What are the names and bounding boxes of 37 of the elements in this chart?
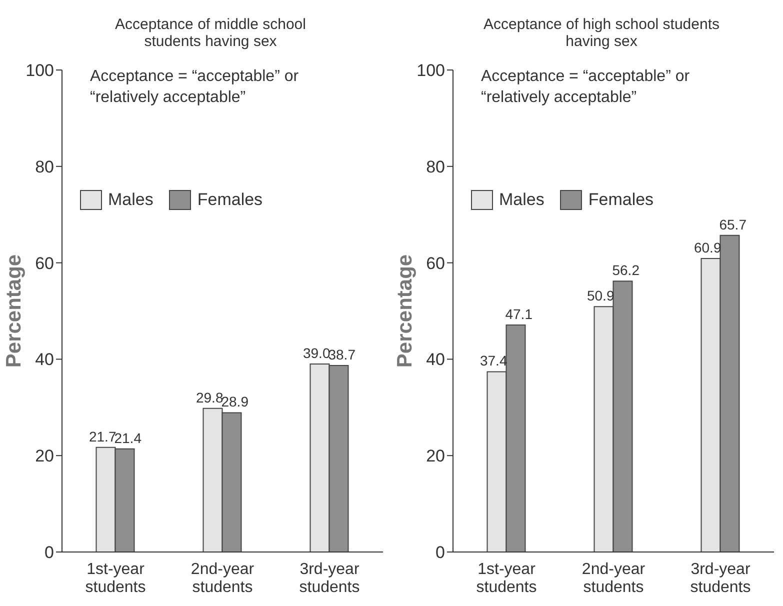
data-label: 39.0 (302, 345, 330, 362)
annotation: Acceptance = “acceptable” or “relatively acceptable” (90, 67, 300, 108)
x-tick-label: 2nd-year students (190, 561, 255, 596)
legend-label: Females (197, 190, 263, 210)
y-tick-label: 40 (35, 350, 54, 370)
x-tick-label: 3rd-year students (299, 561, 360, 596)
chart-title: Acceptance of middle school students having sex (114, 16, 307, 50)
data-label: 38.7 (328, 346, 356, 362)
y-tick-label: 20 (426, 446, 445, 466)
y-tick-label: 80 (35, 157, 54, 176)
y-tick-label: 40 (426, 350, 445, 370)
data-label: 21.4 (114, 430, 142, 446)
x-tick-label: 1st-year students (476, 561, 537, 596)
chart-title: Acceptance of high school students having sex (482, 16, 720, 50)
x-tick-label: 3rd-year students (690, 561, 751, 596)
legend-label: Males (499, 190, 544, 210)
data-label: 28.9 (221, 394, 249, 410)
y-tick-label: 0 (436, 543, 445, 562)
data-label: 65.7 (719, 216, 747, 232)
y-tick-label: 0 (44, 543, 54, 562)
y-tick-label: 20 (35, 446, 54, 466)
y-tick-label: 60 (35, 254, 54, 273)
legend-label: Males (108, 190, 154, 210)
data-label: 29.8 (196, 389, 224, 406)
y-tick-label: 100 (416, 61, 445, 80)
y-axis-title: Percentage (2, 254, 26, 368)
legend-label: Females (588, 190, 654, 210)
y-tick-label: 100 (26, 61, 54, 80)
data-label: 47.1 (505, 306, 533, 322)
y-tick-label: 60 (426, 254, 445, 273)
x-tick-label: 2nd-year students (582, 561, 646, 596)
data-label: 21.7 (88, 428, 116, 444)
x-tick-label: 1st-year students (85, 561, 146, 596)
data-label: 56.2 (612, 262, 640, 278)
y-axis-title: Percentage (393, 254, 416, 368)
annotation: Acceptance = “acceptable” or “relatively acceptable” (481, 67, 691, 108)
y-tick-label: 80 (426, 157, 445, 176)
